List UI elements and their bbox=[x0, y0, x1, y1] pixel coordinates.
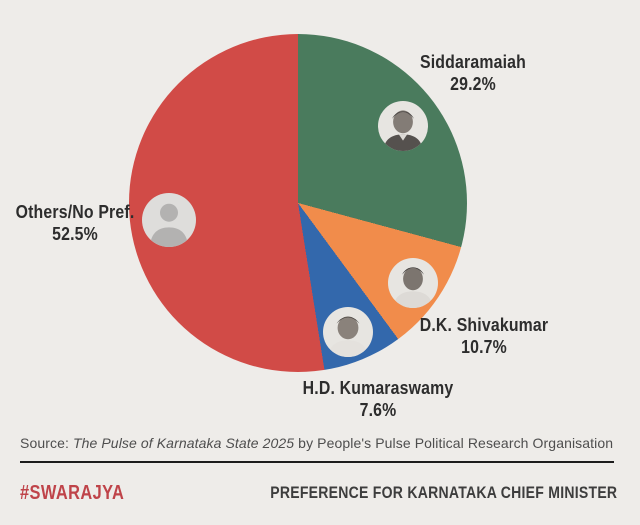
slice-name: H.D. Kumaraswamy bbox=[302, 378, 454, 398]
swarajya-logo: #SWARAJYA bbox=[20, 482, 125, 504]
generic-person-icon bbox=[142, 193, 196, 247]
label-others-no-pref: Others/No Pref. 52.5% bbox=[0, 201, 154, 245]
label-siddaramaiah: Siddaramaiah 29.2% bbox=[385, 51, 561, 95]
label-hd-kumaraswamy: H.D. Kumaraswamy 7.6% bbox=[290, 377, 466, 421]
portrait-silhouette-icon bbox=[393, 267, 433, 308]
shivakumar-photo bbox=[388, 258, 438, 308]
slice-name: Others/No Pref. bbox=[15, 202, 135, 222]
portrait-silhouette-icon bbox=[383, 110, 423, 151]
source-suffix: by People's Pulse Political Research Org… bbox=[294, 435, 614, 451]
label-dk-shivakumar: D.K. Shivakumar 10.7% bbox=[396, 314, 572, 358]
slice-percent: 7.6% bbox=[359, 400, 397, 420]
person-silhouette-icon bbox=[150, 203, 188, 247]
slice-percent: 52.5% bbox=[52, 224, 98, 244]
siddaramaiah-photo bbox=[378, 101, 428, 151]
footer-divider bbox=[20, 461, 614, 463]
kumaraswamy-photo bbox=[323, 307, 373, 357]
slice-name: Siddaramaiah bbox=[419, 52, 526, 72]
slice-percent: 29.2% bbox=[450, 74, 496, 94]
slice-percent: 10.7% bbox=[461, 337, 507, 357]
source-prefix: Source: bbox=[20, 435, 73, 451]
source-attribution: Source: The Pulse of Karnataka State 202… bbox=[20, 435, 630, 451]
portrait-silhouette-icon bbox=[328, 316, 368, 357]
source-publication: The Pulse of Karnataka State 2025 bbox=[72, 435, 295, 451]
slice-name: D.K. Shivakumar bbox=[419, 315, 549, 335]
chart-title: PREFERENCE FOR KARNATAKA CHIEF MINISTER bbox=[269, 484, 617, 502]
